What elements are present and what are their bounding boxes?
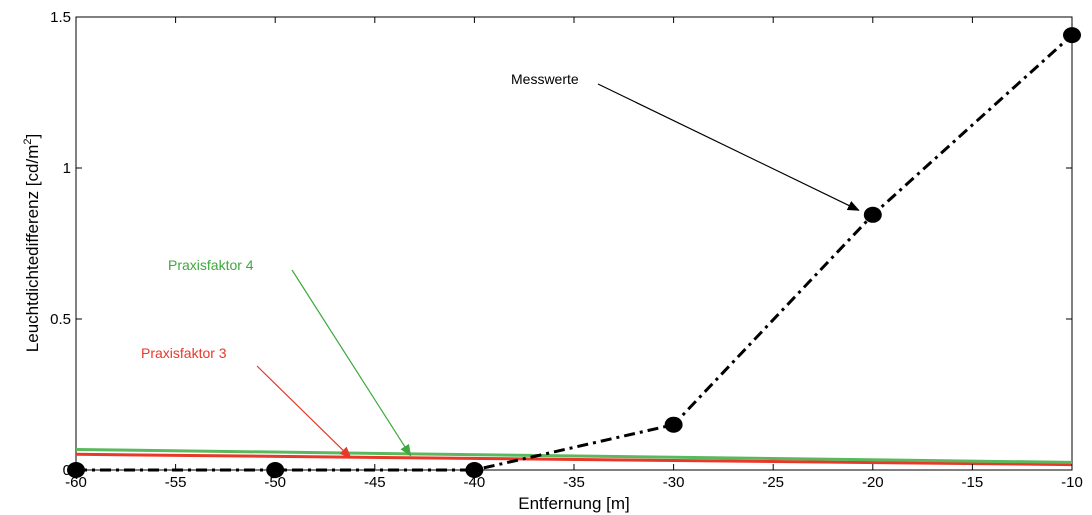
- x-tick-label: -35: [563, 474, 585, 491]
- x-tick-label: -55: [165, 474, 187, 491]
- y-tick-label: 1: [63, 160, 71, 177]
- x-tick-label: -50: [264, 474, 286, 491]
- series-layer: [67, 27, 1081, 478]
- annotation-arrow-messwerte: [597, 83, 860, 211]
- x-tick-label: -10: [1061, 474, 1083, 491]
- series-line-praxisfaktor4: [75, 448, 1073, 464]
- y-tick-label: 1.5: [50, 9, 71, 26]
- y-tick-label: 0.5: [50, 311, 71, 328]
- x-tick-label: -15: [962, 474, 984, 491]
- annotation-arrow-praxisfaktor4: [291, 269, 412, 457]
- annotation-label-messwerte: Messwerte: [511, 71, 579, 87]
- y-axis-label: Leuchtdichtedifferenz [cd/m2]: [22, 134, 42, 352]
- annotation-layer: Messwerte Praxisfaktor 4 Praxisfaktor 3: [141, 71, 860, 459]
- data-point-messwerte: [1063, 27, 1081, 44]
- series-line-praxisfaktor3: [75, 452, 1073, 467]
- x-tick-label: -25: [762, 474, 784, 491]
- data-point-messwerte: [664, 416, 683, 433]
- annotation-label-praxisfaktor3: Praxisfaktor 3: [141, 345, 227, 361]
- y-tick-label: 0: [63, 462, 71, 479]
- x-tick-label: -30: [663, 474, 685, 491]
- annotation-arrow-praxisfaktor3: [256, 365, 352, 459]
- x-axis-label: Entfernung [m]: [518, 494, 630, 513]
- x-axis-ticks: -60 -55 -50 -45 -40 -35 -30 -25 -20 -15 -10: [65, 17, 1083, 491]
- y-axis-label-suffix: ]: [23, 134, 42, 139]
- plot-area: [75, 16, 1073, 471]
- series-line-messwerte: [76, 33, 1074, 472]
- annotation-label-praxisfaktor4: Praxisfaktor 4: [168, 257, 254, 273]
- data-point-messwerte: [863, 206, 882, 223]
- x-tick-label: -40: [464, 474, 486, 491]
- y-axis-label-main: Leuchtdichtedifferenz [cd/m: [23, 145, 42, 353]
- x-tick-label: -20: [862, 474, 884, 491]
- x-tick-label: -60: [65, 474, 87, 491]
- y-axis-label-superscript: 2: [22, 139, 34, 145]
- y-axis-ticks: 0 0.5 1 1.5: [50, 9, 1072, 479]
- x-tick-label: -45: [364, 474, 386, 491]
